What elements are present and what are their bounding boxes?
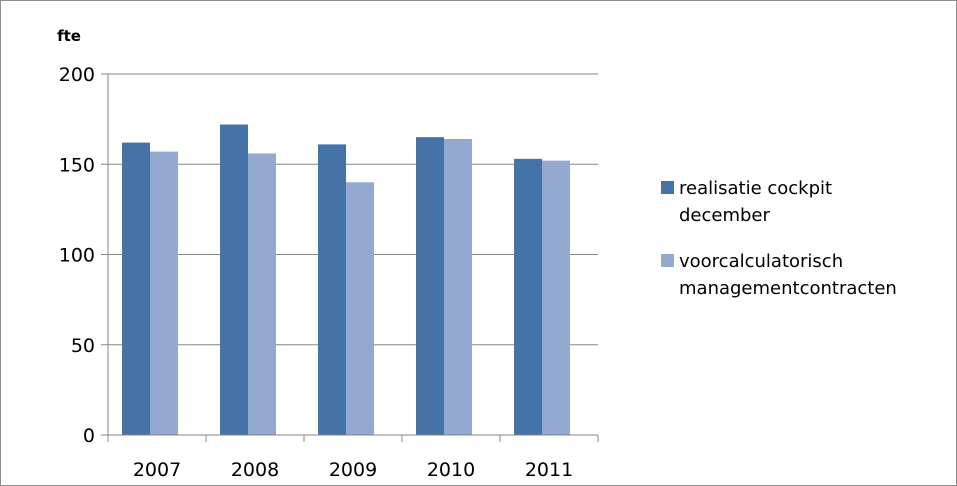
legend-label: voorcalculatorisch [679,251,843,272]
x-tick-label: 2009 [329,459,377,481]
legend-label: managementcontracten [679,278,897,299]
y-axis-unit-label: fte [57,27,81,45]
x-tick-label: 2007 [133,459,181,481]
axes [101,73,599,442]
bars [122,124,570,436]
x-tick-label: 2008 [231,459,279,481]
y-tick-labels: 0 50 100 150 200 [59,64,95,447]
bar-realisatie-2011 [514,158,542,435]
y-tick-label: 100 [59,245,95,267]
bar-voorcalculatorisch-2011 [542,160,570,435]
bar-realisatie-2010 [416,137,444,436]
legend-entry: voorcalculatorisch managementcontracten [661,251,897,299]
y-tick-label: 0 [83,425,95,447]
legend-label: december [679,205,771,226]
bar-voorcalculatorisch-2010 [444,138,472,436]
x-tick-label: 2011 [525,459,573,481]
legend-swatch [661,254,674,267]
legend-swatch [661,181,674,194]
legend-label: realisatie cockpit [679,178,832,199]
legend-entry: realisatie cockpit december [661,178,832,226]
y-tick-label: 50 [71,335,95,357]
bar-realisatie-2007 [122,142,150,435]
bar-realisatie-2009 [318,144,346,435]
legend: realisatie cockpit december voorcalculator… [661,178,897,299]
bar-voorcalculatorisch-2009 [346,182,374,435]
x-tick-label: 2010 [427,459,475,481]
y-tick-label: 150 [59,154,95,176]
bar-voorcalculatorisch-2007 [150,151,178,436]
y-tick-label: 200 [59,64,95,86]
bar-voorcalculatorisch-2008 [248,153,276,436]
x-tick-labels: 2007 2008 2009 2010 2011 [133,459,573,481]
bar-realisatie-2008 [220,124,248,435]
